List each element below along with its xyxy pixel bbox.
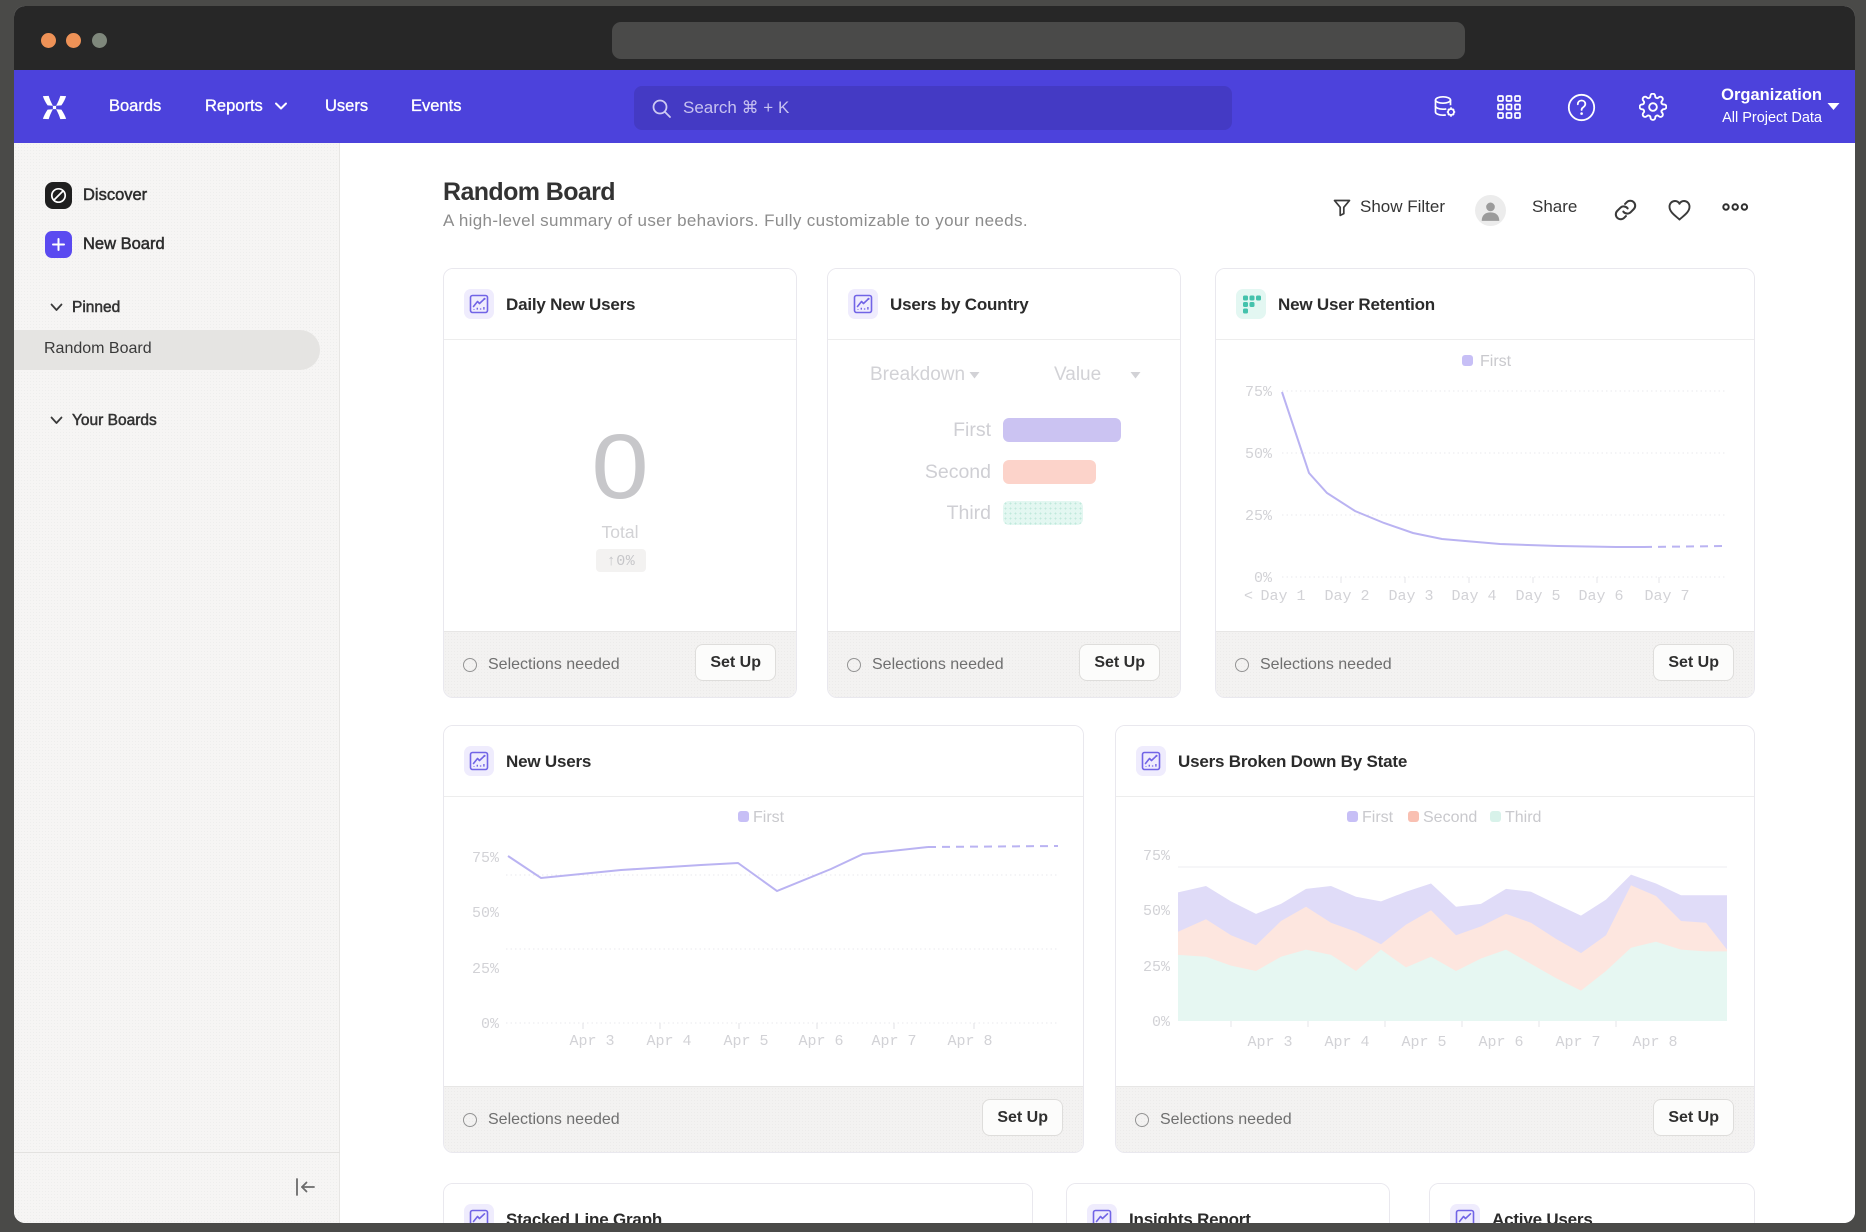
- svg-text:Apr 6: Apr 6: [1478, 1034, 1523, 1051]
- svg-text:50%: 50%: [1245, 446, 1273, 463]
- svg-text:First: First: [1362, 809, 1394, 826]
- svg-text:Day 3: Day 3: [1388, 588, 1433, 605]
- svg-text:Apr 8: Apr 8: [1632, 1034, 1677, 1051]
- svg-text:Apr 6: Apr 6: [798, 1033, 843, 1050]
- svg-text:Apr 5: Apr 5: [1401, 1034, 1446, 1051]
- svg-text:Apr 5: Apr 5: [723, 1033, 768, 1050]
- svg-text:Apr 4: Apr 4: [1324, 1034, 1369, 1051]
- svg-text:Apr 4: Apr 4: [646, 1033, 691, 1050]
- svg-text:25%: 25%: [1245, 508, 1273, 525]
- svg-text:Day 1: Day 1: [1260, 588, 1305, 605]
- svg-text:Day 4: Day 4: [1451, 588, 1496, 605]
- svg-text:25%: 25%: [1143, 959, 1171, 976]
- svg-text:Day 2: Day 2: [1324, 588, 1369, 605]
- svg-text:75%: 75%: [1143, 848, 1171, 865]
- svg-text:50%: 50%: [1143, 903, 1171, 920]
- svg-text:0%: 0%: [1254, 570, 1273, 587]
- svg-text:0%: 0%: [1152, 1014, 1171, 1031]
- svg-text:Day 6: Day 6: [1578, 588, 1623, 605]
- svg-text:Apr 7: Apr 7: [871, 1033, 916, 1050]
- svg-text:Day 7: Day 7: [1644, 588, 1689, 605]
- svg-text:Apr 8: Apr 8: [947, 1033, 992, 1050]
- svg-text:Third: Third: [1505, 809, 1541, 826]
- svg-text:Day 5: Day 5: [1515, 588, 1560, 605]
- svg-text:25%: 25%: [472, 961, 500, 978]
- svg-text:75%: 75%: [472, 850, 500, 867]
- svg-text:Apr 7: Apr 7: [1555, 1034, 1600, 1051]
- svg-text:First: First: [1480, 353, 1512, 370]
- svg-text:<: <: [1244, 588, 1253, 605]
- svg-text:Apr 3: Apr 3: [569, 1033, 614, 1050]
- svg-text:0%: 0%: [481, 1016, 500, 1033]
- svg-text:50%: 50%: [472, 905, 500, 922]
- svg-text:75%: 75%: [1245, 384, 1273, 401]
- svg-text:Second: Second: [1423, 809, 1477, 826]
- svg-text:Apr 3: Apr 3: [1247, 1034, 1292, 1051]
- svg-text:First: First: [753, 809, 785, 826]
